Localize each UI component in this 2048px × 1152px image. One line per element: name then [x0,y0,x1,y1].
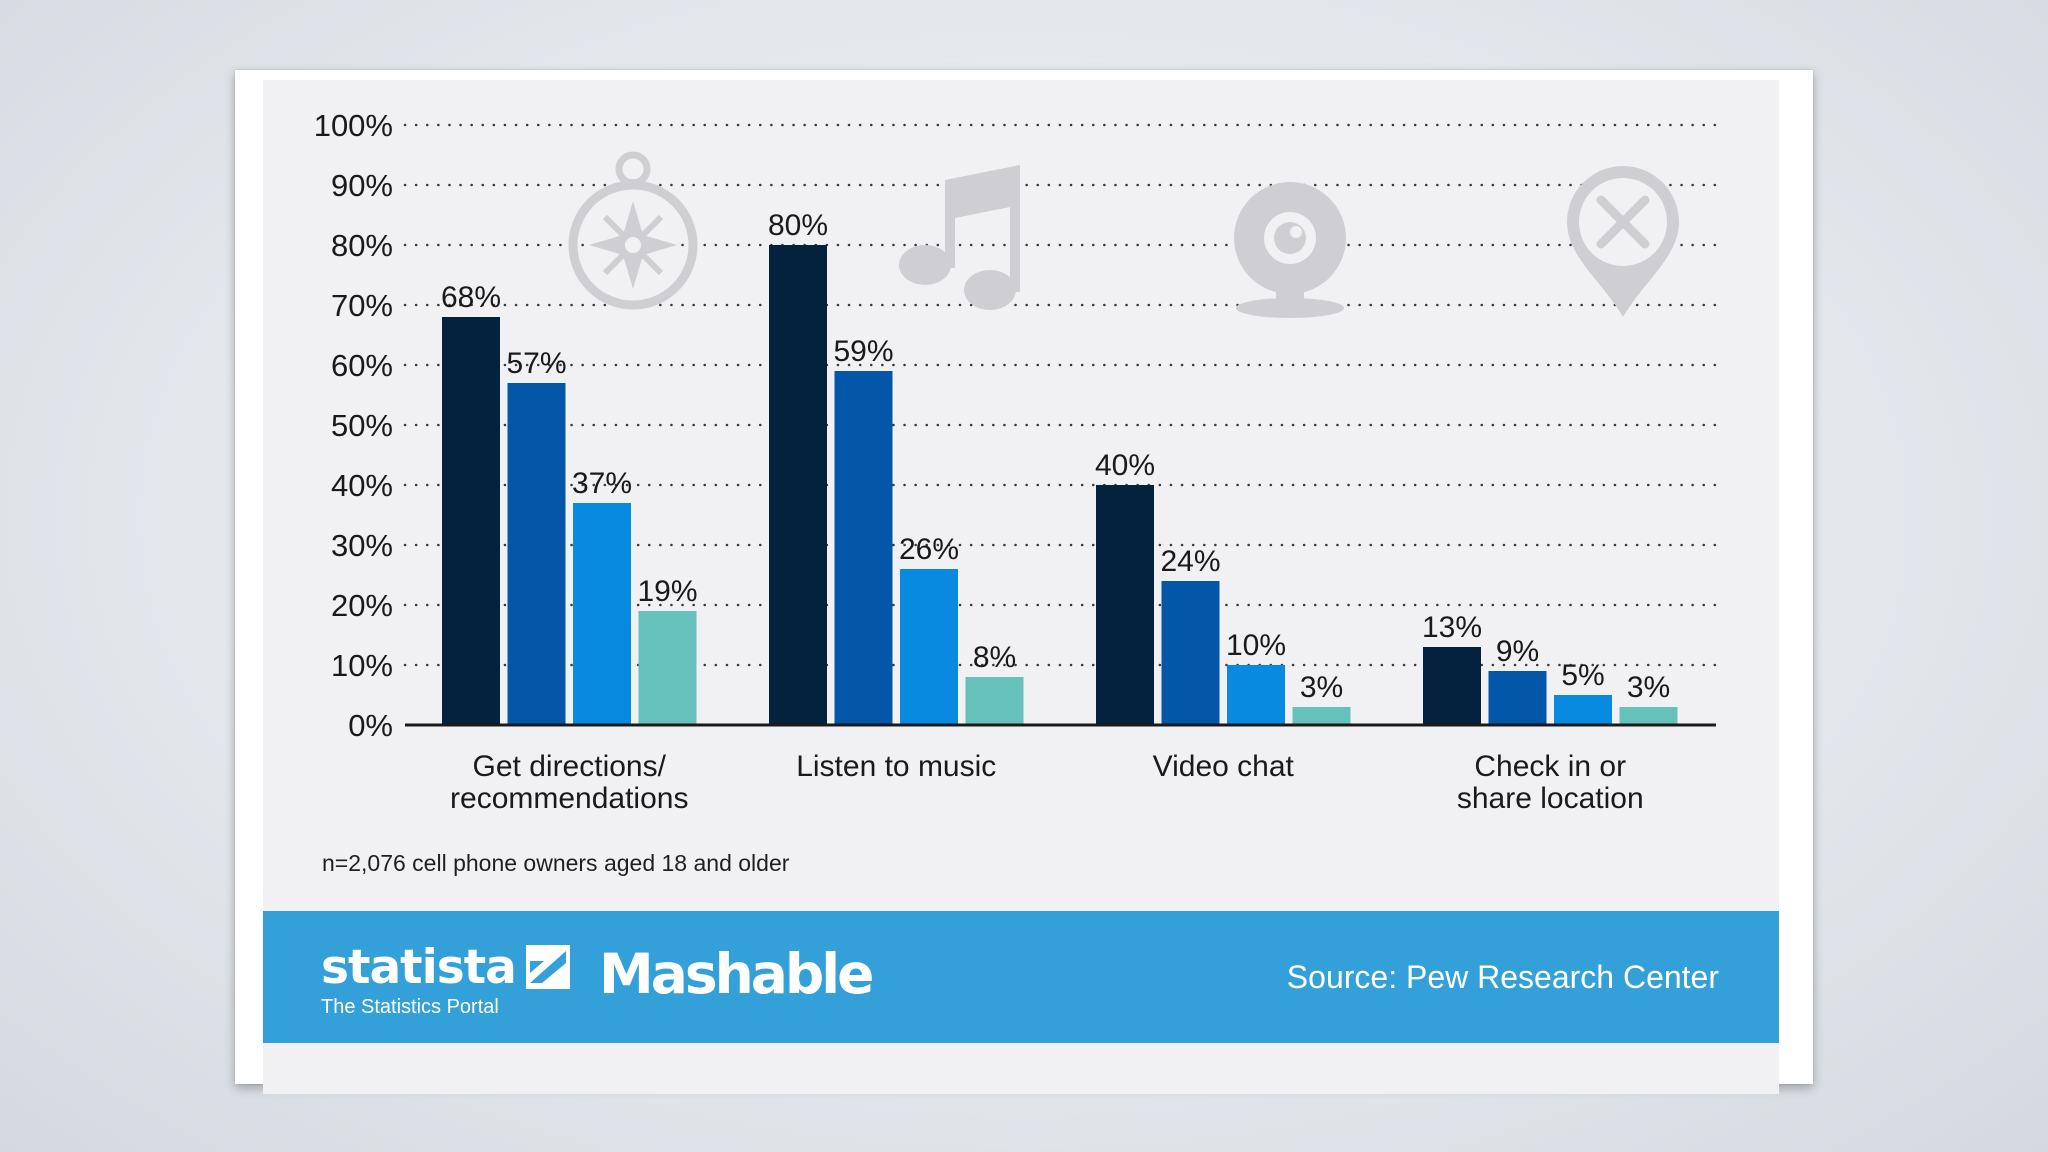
bar-series-1-cat-2 [769,245,827,725]
gridlines [403,123,1718,667]
value-label: 19% [637,575,697,608]
statista-wordmark: statista [321,939,517,995]
value-label: 3% [1300,671,1343,704]
y-tick-label: 20% [331,588,393,623]
bar-series-2-cat-3 [1161,581,1220,725]
source-text: Source: Pew Research Center [1286,959,1719,995]
value-label: 5% [1561,659,1604,692]
category-label: Video chat [1153,750,1295,783]
value-label: 13% [1422,611,1482,644]
value-label: 57% [506,347,566,380]
bar-series-2-cat-1 [507,383,566,725]
value-label: 40% [1095,449,1155,482]
y-tick-label: 100% [314,108,393,143]
statista-tagline: The Statistics Portal [321,996,499,1018]
bar-series-4-cat-4 [1619,707,1678,725]
value-label: 9% [1496,635,1539,668]
category-label: Listen to music [796,750,996,783]
bar-series-3-cat-1 [573,503,631,725]
y-tick-label: 10% [331,648,393,683]
statista-mark-icon [525,945,570,989]
bar-series-4-cat-2 [965,677,1024,725]
bar-series-1-cat-1 [442,317,500,725]
value-label: 80% [768,209,828,242]
webcam-icon [1234,182,1346,318]
sample-note: n=2,076 cell phone owners aged 18 and ol… [322,850,790,876]
value-label: 26% [899,533,959,566]
bar-series-2-cat-2 [834,371,893,725]
location-pin-x-icon [1567,166,1679,317]
bar-series-4-cat-1 [638,611,697,725]
category-icons [568,151,1679,318]
value-label: 59% [833,335,893,368]
category-labels: Get directions/recommendations Listen to … [450,750,1644,815]
bar-series-4-cat-3 [1292,707,1351,725]
value-label: 3% [1627,671,1670,704]
y-tick-label: 60% [331,348,393,383]
bar-series-1-cat-4 [1423,647,1481,725]
value-label: 68% [441,281,501,314]
y-tick-label: 30% [331,528,393,563]
y-tick-label: 0% [348,708,393,743]
bar-series-3-cat-3 [1227,665,1285,725]
value-label: 24% [1160,545,1220,578]
y-tick-label: 90% [331,168,393,203]
footer-bar: statista The Statistics Portal Mashable … [263,911,1779,1043]
y-tick-label: 80% [331,228,393,263]
y-tick-label: 70% [331,288,393,323]
value-label: 8% [973,641,1016,674]
bar-series-1-cat-3 [1096,485,1154,725]
music-note-icon [899,165,1020,310]
y-tick-label: 40% [331,468,393,503]
value-label: 37% [572,467,632,500]
y-tick-label: 50% [331,408,393,443]
value-label: 10% [1226,629,1286,662]
y-axis-tick-labels: 0% 10% 20% 30% 40% 50% 60% 70% 80% 90% 100% [314,108,393,743]
bars [442,245,1678,725]
statista-logo[interactable]: statista [321,937,570,997]
mashable-logo[interactable]: Mashable [599,942,874,1006]
bar-series-2-cat-4 [1488,671,1547,725]
value-labels: 68%57% 37% 19% 80% 59% 26% 8% 40% 24% 10% 3% 13% 9% 5… [441,209,1670,704]
bar-series-3-cat-4 [1554,695,1612,725]
category-label: Get directions/recommendations [450,750,688,815]
bar-series-3-cat-2 [900,569,958,725]
category-label: Check in or share location [1457,750,1644,815]
compass-icon [568,151,698,310]
